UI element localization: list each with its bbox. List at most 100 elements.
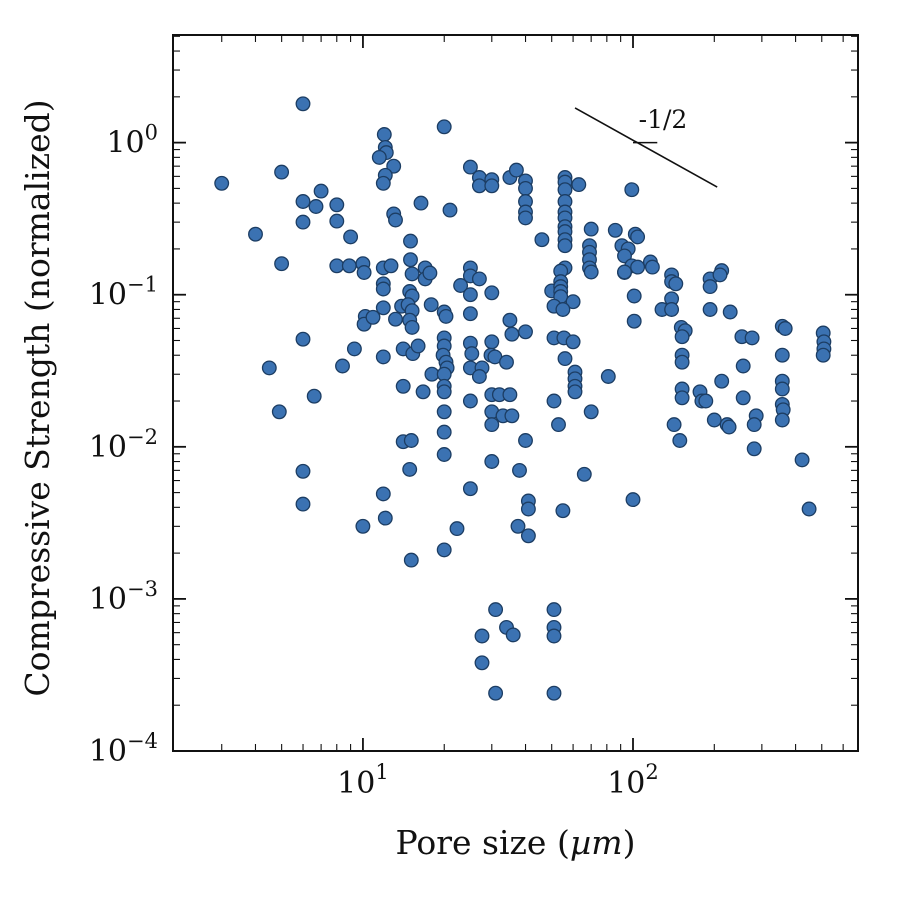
data-point xyxy=(505,627,521,643)
data-point xyxy=(436,542,452,558)
data-point xyxy=(395,378,411,394)
data-point xyxy=(746,417,762,433)
data-point xyxy=(484,178,500,194)
x-tick-label: 102 xyxy=(607,760,659,801)
data-point xyxy=(403,552,419,568)
data-point xyxy=(698,393,714,409)
data-point xyxy=(375,349,391,365)
data-point xyxy=(329,258,345,274)
data-point xyxy=(295,331,311,347)
data-point xyxy=(714,373,730,389)
data-point xyxy=(274,256,290,272)
data-point xyxy=(672,433,688,448)
data-point xyxy=(600,369,616,384)
data-point xyxy=(565,334,581,350)
data-point xyxy=(502,387,518,403)
data-point xyxy=(436,424,452,440)
data-point xyxy=(512,462,527,478)
data-point xyxy=(644,259,660,275)
data-point xyxy=(488,685,504,701)
data-point xyxy=(388,311,403,327)
y-tick-label: 10−1 xyxy=(89,273,158,313)
data-point xyxy=(308,199,324,214)
data-point xyxy=(295,496,311,512)
data-point xyxy=(583,404,599,420)
x-axis-title-math: µm xyxy=(569,823,623,862)
data-point xyxy=(624,182,640,198)
data-point xyxy=(607,222,623,238)
data-point xyxy=(546,393,562,409)
data-point xyxy=(403,433,419,448)
data-point xyxy=(557,351,573,367)
data-point xyxy=(474,655,490,671)
data-point xyxy=(668,276,684,292)
data-point xyxy=(555,302,571,317)
data-point xyxy=(248,226,263,242)
data-point xyxy=(774,347,790,363)
data-point xyxy=(520,501,536,517)
data-point xyxy=(546,602,562,618)
data-point xyxy=(295,463,311,479)
data-point xyxy=(274,164,290,180)
data-point xyxy=(436,447,452,462)
data-point xyxy=(557,238,573,254)
data-point xyxy=(436,119,452,135)
data-point xyxy=(484,334,500,350)
data-point xyxy=(341,258,357,274)
data-point xyxy=(546,685,562,701)
data-point xyxy=(403,233,418,249)
data-point xyxy=(504,408,520,424)
data-point xyxy=(774,412,790,428)
data-point xyxy=(499,354,514,370)
data-point xyxy=(438,308,454,324)
data-point xyxy=(794,452,810,468)
x-axis-title-suffix: ) xyxy=(622,823,636,862)
data-point xyxy=(571,177,587,193)
data-point xyxy=(462,287,478,303)
data-point xyxy=(801,501,817,517)
data-point xyxy=(735,390,751,406)
data-point xyxy=(484,454,500,469)
data-point xyxy=(674,354,690,370)
plot-border xyxy=(172,34,859,752)
data-point xyxy=(484,285,500,301)
data-point xyxy=(471,369,487,384)
data-point xyxy=(403,252,418,268)
data-point xyxy=(617,264,632,280)
x-axis-title: Pore size (µm) xyxy=(173,824,858,862)
data-point xyxy=(365,309,381,325)
data-point xyxy=(565,294,581,310)
data-point xyxy=(329,213,345,229)
data-point xyxy=(712,267,728,283)
data-point xyxy=(625,492,641,508)
data-point xyxy=(583,264,599,280)
data-point xyxy=(721,419,737,435)
data-point xyxy=(576,466,592,482)
y-axis-title: Compressive Strength (normalized) xyxy=(18,99,57,697)
data-point xyxy=(502,312,518,328)
data-point xyxy=(518,210,533,226)
data-point xyxy=(508,162,524,178)
data-point xyxy=(702,279,718,295)
y-tick-label: 10−3 xyxy=(89,577,158,617)
data-point xyxy=(436,404,452,420)
data-point xyxy=(504,326,520,342)
data-point xyxy=(214,175,230,191)
data-point xyxy=(313,183,329,199)
data-point xyxy=(518,433,533,448)
data-point xyxy=(355,518,371,534)
data-point xyxy=(666,417,682,433)
data-point xyxy=(404,266,420,282)
data-point xyxy=(402,461,418,477)
data-point xyxy=(442,202,458,218)
data-point xyxy=(295,214,311,230)
data-point xyxy=(664,302,680,317)
data-point xyxy=(583,221,599,237)
data-point xyxy=(343,229,359,245)
data-point xyxy=(722,304,738,320)
data-point xyxy=(449,521,465,537)
data-point xyxy=(436,384,452,400)
data-point xyxy=(371,149,387,165)
data-point xyxy=(518,324,533,340)
data-point xyxy=(462,393,478,409)
